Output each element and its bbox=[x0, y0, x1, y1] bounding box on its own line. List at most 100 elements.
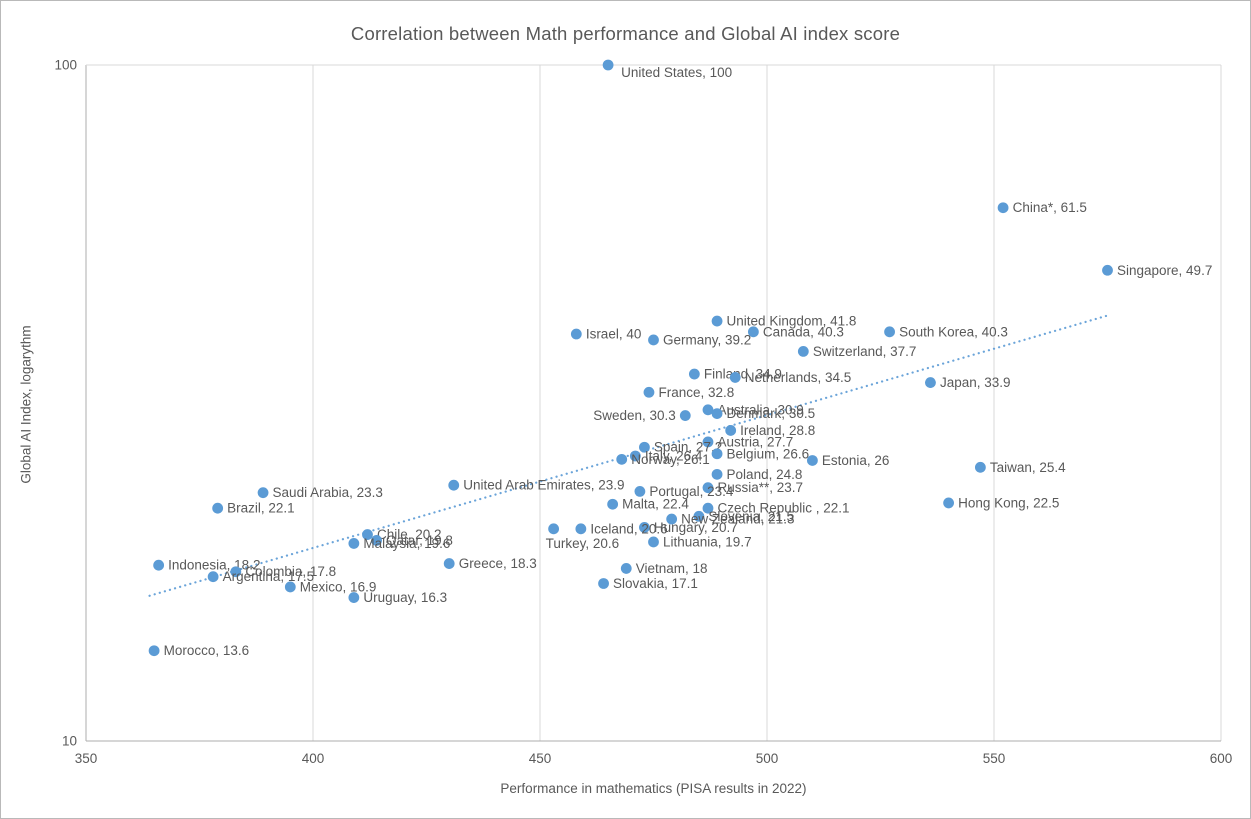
data-point[interactable] bbox=[679, 410, 691, 421]
data-point-label: United Kingdom, 41.8 bbox=[727, 314, 857, 329]
data-point[interactable] bbox=[602, 59, 614, 71]
x-tick-label: 400 bbox=[302, 751, 325, 766]
data-point-label: Hong Kong, 22.5 bbox=[958, 495, 1059, 510]
data-point-label: Poland, 24.8 bbox=[727, 467, 803, 482]
data-point[interactable] bbox=[648, 334, 659, 346]
data-point[interactable] bbox=[943, 497, 954, 509]
data-point-label: Morocco, 13.6 bbox=[164, 643, 250, 658]
trendline bbox=[148, 314, 1109, 597]
data-point[interactable] bbox=[212, 502, 224, 514]
data-point[interactable] bbox=[257, 487, 269, 499]
data-point-label: Estonia, 26 bbox=[822, 453, 890, 468]
data-point-label: Slovakia, 17.1 bbox=[613, 576, 698, 591]
data-point[interactable] bbox=[616, 453, 628, 465]
data-point[interactable] bbox=[797, 345, 809, 357]
data-point-label: Russia**, 23.7 bbox=[717, 480, 803, 495]
data-point-label: Netherlands, 34.5 bbox=[745, 370, 852, 385]
data-point-label: Ireland, 28.8 bbox=[740, 423, 815, 438]
data-point-label: Austria, 27.7 bbox=[717, 434, 793, 449]
data-point[interactable] bbox=[725, 425, 737, 436]
data-point[interactable] bbox=[548, 523, 560, 535]
data-point[interactable] bbox=[639, 522, 650, 533]
chart-title: Correlation between Math performance and… bbox=[350, 23, 901, 44]
data-point-label: Canada, 40.3 bbox=[763, 324, 844, 339]
data-point[interactable] bbox=[729, 372, 741, 383]
data-point[interactable] bbox=[348, 592, 360, 603]
data-point-label: Mexico, 16.9 bbox=[300, 579, 377, 594]
x-tick-label: 450 bbox=[529, 751, 552, 766]
x-tick-label: 550 bbox=[983, 751, 1006, 766]
data-point[interactable] bbox=[643, 386, 655, 398]
data-point[interactable] bbox=[711, 408, 723, 420]
data-point-label: Slovenia, 21.5 bbox=[708, 509, 794, 524]
x-tick-label: 600 bbox=[1210, 751, 1233, 766]
data-point[interactable] bbox=[284, 581, 296, 593]
data-point[interactable] bbox=[702, 404, 714, 416]
data-point[interactable] bbox=[629, 450, 641, 462]
data-point-label: United Arab Emirates, 23.9 bbox=[463, 478, 624, 493]
data-point[interactable] bbox=[702, 502, 714, 514]
data-point[interactable] bbox=[148, 645, 160, 657]
data-point-label: Germany, 39.2 bbox=[663, 332, 751, 347]
data-point-label: Sweden, 30.3 bbox=[593, 408, 676, 423]
data-point-label: France, 32.8 bbox=[658, 385, 734, 400]
data-point[interactable] bbox=[348, 538, 360, 549]
x-axis-title: Performance in mathematics (PISA results… bbox=[500, 781, 807, 796]
data-point-label: Brazil, 22.1 bbox=[227, 501, 295, 516]
data-point-label: Hungary, 20.7 bbox=[654, 520, 738, 535]
data-point-label: Iceland, 20.6 bbox=[590, 521, 667, 536]
data-point[interactable] bbox=[607, 498, 619, 510]
data-point[interactable] bbox=[884, 326, 895, 338]
data-point[interactable] bbox=[666, 513, 678, 525]
data-point[interactable] bbox=[693, 510, 705, 522]
data-point[interactable] bbox=[648, 536, 659, 548]
data-point-label: Singapore, 49.7 bbox=[1117, 263, 1212, 278]
data-point-label: New Zealand, 21.3 bbox=[681, 512, 794, 527]
data-point-label: Malta, 22.4 bbox=[622, 497, 689, 512]
data-point-label: Denmark, 30.5 bbox=[727, 406, 816, 421]
data-point[interactable] bbox=[925, 377, 936, 388]
data-point[interactable] bbox=[702, 436, 714, 448]
data-point-label: Saudi Arabia, 23.3 bbox=[273, 485, 383, 500]
data-point[interactable] bbox=[997, 202, 1009, 214]
data-point[interactable] bbox=[711, 448, 723, 460]
data-point-label: Australia, 30.9 bbox=[717, 402, 803, 417]
data-point[interactable] bbox=[570, 328, 582, 340]
data-point-label: Malaysia, 19.6 bbox=[363, 536, 450, 551]
data-point-label: Uruguay, 16.3 bbox=[363, 590, 447, 605]
data-point[interactable] bbox=[1102, 264, 1113, 276]
data-point[interactable] bbox=[974, 461, 986, 473]
data-point-label: Turkey, 20.6 bbox=[546, 536, 620, 551]
data-point[interactable] bbox=[702, 482, 714, 494]
data-point[interactable] bbox=[688, 368, 700, 380]
data-point-label: Portugal, 23.4 bbox=[649, 484, 734, 499]
data-point-label: Chile, 20.2 bbox=[377, 527, 442, 542]
x-tick-label: 350 bbox=[75, 751, 98, 766]
data-point-label: Vietnam, 18 bbox=[636, 561, 708, 576]
data-point-label: Czech Republic , 22.1 bbox=[717, 501, 849, 516]
data-point[interactable] bbox=[711, 315, 723, 327]
data-point[interactable] bbox=[598, 578, 609, 589]
data-point[interactable] bbox=[230, 566, 242, 578]
data-point[interactable] bbox=[620, 563, 632, 574]
data-point[interactable] bbox=[634, 486, 646, 497]
data-point[interactable] bbox=[443, 558, 455, 569]
data-point[interactable] bbox=[448, 479, 460, 491]
data-point[interactable] bbox=[639, 441, 650, 453]
data-point[interactable] bbox=[153, 559, 165, 571]
data-point[interactable] bbox=[711, 468, 723, 480]
data-point-label: Finland, 34.9 bbox=[704, 367, 782, 382]
data-point-label: United States, 100 bbox=[621, 65, 732, 80]
y-tick-label: 10 bbox=[62, 734, 77, 749]
data-point[interactable] bbox=[371, 535, 382, 546]
data-point-label: China*, 61.5 bbox=[1013, 200, 1087, 215]
data-point[interactable] bbox=[575, 523, 587, 535]
data-point[interactable] bbox=[362, 529, 373, 540]
data-point[interactable] bbox=[807, 455, 818, 466]
data-point[interactable] bbox=[207, 571, 219, 583]
data-point-label: Belgium, 26.6 bbox=[727, 446, 810, 461]
data-point-label: Colombia, 17.8 bbox=[245, 564, 336, 579]
data-point[interactable] bbox=[747, 326, 759, 338]
